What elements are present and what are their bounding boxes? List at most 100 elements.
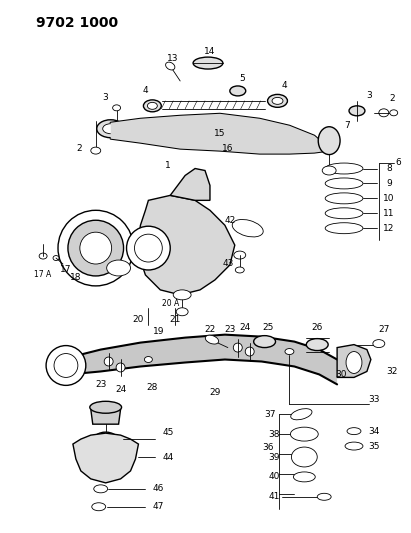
Text: 38: 38 [269,430,280,439]
Polygon shape [337,345,371,377]
Ellipse shape [173,290,191,300]
Ellipse shape [245,347,254,356]
Ellipse shape [268,94,287,107]
Text: 36: 36 [262,442,273,451]
Text: 26: 26 [312,323,323,332]
Ellipse shape [285,349,294,354]
Polygon shape [69,335,337,384]
Ellipse shape [144,357,152,362]
Text: 30: 30 [335,370,347,379]
Ellipse shape [346,352,362,374]
Text: 39: 39 [269,453,280,462]
Text: 25: 25 [262,323,273,332]
Ellipse shape [235,267,244,273]
Ellipse shape [97,120,125,138]
Ellipse shape [232,220,263,237]
Ellipse shape [325,163,363,174]
Ellipse shape [318,127,340,155]
Text: 33: 33 [368,395,380,404]
Text: 10: 10 [383,194,395,203]
Polygon shape [73,433,139,483]
Text: 17 A: 17 A [35,270,52,279]
Ellipse shape [325,178,363,189]
Text: 9702 1000: 9702 1000 [36,17,118,30]
Text: 43: 43 [222,259,233,268]
Circle shape [68,220,124,276]
Ellipse shape [325,193,363,204]
Ellipse shape [39,253,47,259]
Circle shape [58,211,134,286]
Text: 24: 24 [239,323,250,332]
Text: 9: 9 [386,179,392,188]
Ellipse shape [143,100,161,112]
Ellipse shape [306,338,328,351]
Ellipse shape [205,335,219,344]
Text: 23: 23 [224,325,236,334]
Circle shape [46,345,86,385]
Circle shape [127,226,170,270]
Text: 8: 8 [386,164,392,173]
Text: 6: 6 [396,158,402,167]
Ellipse shape [90,401,122,413]
Ellipse shape [93,432,119,450]
Text: 13: 13 [166,54,178,62]
Text: 46: 46 [152,484,164,494]
Ellipse shape [293,472,315,482]
Text: 5: 5 [239,75,245,84]
Circle shape [80,232,112,264]
Text: 15: 15 [214,129,226,138]
Polygon shape [91,409,120,424]
Circle shape [54,353,78,377]
Ellipse shape [325,208,363,219]
Ellipse shape [72,255,79,261]
Ellipse shape [222,136,229,141]
Ellipse shape [166,62,175,70]
Ellipse shape [345,442,363,450]
Text: 1: 1 [165,161,171,170]
Ellipse shape [53,255,59,261]
Text: 4: 4 [282,82,287,91]
Text: 23: 23 [95,380,106,389]
Text: 42: 42 [224,216,236,225]
Text: 2: 2 [76,144,82,153]
Text: 17: 17 [60,265,72,274]
Ellipse shape [325,223,363,233]
Text: 7: 7 [344,121,350,130]
Ellipse shape [347,427,361,434]
Text: 40: 40 [269,472,280,481]
Ellipse shape [148,102,157,109]
Text: 24: 24 [115,385,126,394]
Text: 3: 3 [366,91,372,100]
Text: 45: 45 [163,427,174,437]
Ellipse shape [390,110,398,116]
Text: 35: 35 [368,441,380,450]
Ellipse shape [291,427,318,441]
Polygon shape [111,114,329,154]
Ellipse shape [113,105,120,111]
Ellipse shape [104,357,113,366]
Ellipse shape [233,343,242,352]
Ellipse shape [291,409,312,420]
Text: 20: 20 [133,315,144,324]
Ellipse shape [94,485,108,493]
Ellipse shape [116,363,125,372]
Text: 3: 3 [102,93,108,102]
Text: 2: 2 [389,94,395,103]
Text: 22: 22 [204,325,216,334]
Ellipse shape [91,147,101,154]
Ellipse shape [230,86,246,96]
Polygon shape [170,168,210,200]
Text: 19: 19 [152,327,164,336]
Ellipse shape [89,448,122,460]
Text: 47: 47 [152,502,164,511]
Ellipse shape [213,119,223,126]
Text: 4: 4 [143,86,148,95]
Text: 14: 14 [204,46,216,55]
Text: 32: 32 [386,367,397,376]
Ellipse shape [92,503,106,511]
Text: 12: 12 [383,224,395,233]
Text: 29: 29 [209,388,221,397]
Ellipse shape [322,166,336,175]
Ellipse shape [349,106,365,116]
Ellipse shape [103,124,119,134]
